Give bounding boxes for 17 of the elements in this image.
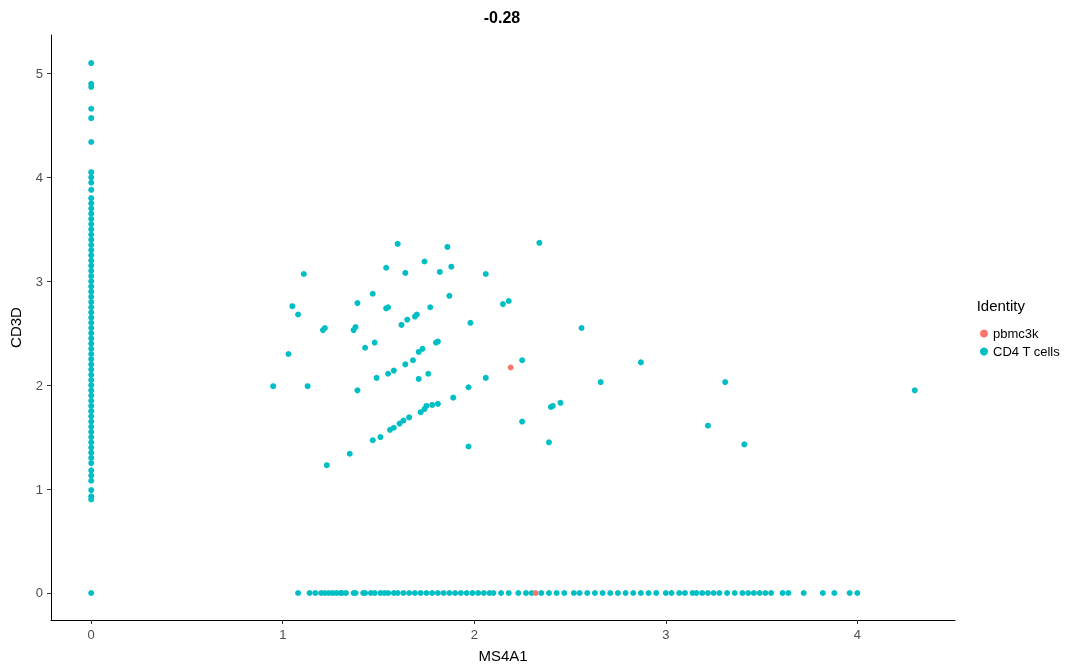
- legend-label: pbmc3k: [993, 326, 1040, 341]
- legend-label: CD4 T cells: [993, 344, 1061, 359]
- y-tick-label: 0: [35, 585, 43, 601]
- y-axis-title: CD3D: [7, 306, 24, 348]
- legend-title: Identity: [976, 297, 1026, 314]
- y-tick-label: 2: [35, 377, 43, 393]
- x-tick-label: 2: [470, 627, 478, 642]
- x-tick-label: 1: [279, 627, 287, 642]
- y-tick-label: 5: [35, 65, 43, 81]
- x-tick-label: 0: [87, 627, 95, 642]
- x-tick-label: 3: [662, 627, 670, 642]
- chart-title: -0.28: [483, 8, 521, 26]
- x-tick-label: 4: [853, 627, 861, 642]
- x-axis-title: MS4A1: [478, 647, 528, 664]
- y-tick-label: 3: [35, 273, 43, 289]
- y-tick-label: 4: [35, 169, 43, 185]
- y-tick-label: 1: [35, 481, 43, 497]
